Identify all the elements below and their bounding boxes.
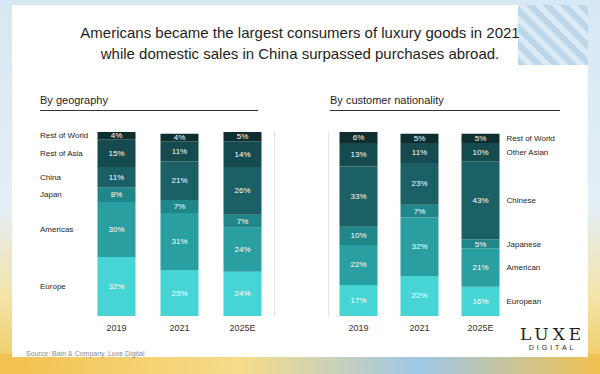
html-text:Source: Bain & Company, Luxe D: Source: Bain & Company, Luxe Digital [26, 350, 145, 357]
svg-text:11%: 11% [109, 173, 124, 182]
html-text:DIGITAL: DIGITAL [528, 344, 577, 351]
svg-text:26%: 26% [234, 186, 250, 195]
svg-text:6%: 6% [353, 133, 365, 142]
svg-text:2021: 2021 [169, 323, 189, 333]
svg-text:15%: 15% [108, 149, 124, 158]
svg-text:11%: 11% [172, 147, 187, 156]
svg-text:5%: 5% [475, 240, 487, 249]
svg-text:21%: 21% [472, 263, 488, 272]
svg-text:European: European [507, 297, 542, 306]
svg-text:30%: 30% [108, 225, 124, 234]
svg-text:17%: 17% [350, 296, 366, 305]
svg-text:25%: 25% [171, 289, 187, 298]
html-text:By geography: By geography [40, 94, 108, 106]
svg-text:Japan: Japan [40, 190, 62, 199]
svg-text:8%: 8% [111, 190, 123, 199]
svg-text:11%: 11% [412, 148, 427, 157]
svg-text:16%: 16% [472, 297, 488, 306]
svg-text:Rest of Asia: Rest of Asia [40, 149, 83, 158]
html-text:By customer nationality: By customer nationality [330, 94, 444, 106]
svg-text:5%: 5% [237, 132, 249, 141]
svg-text:7%: 7% [237, 217, 249, 226]
svg-text:24%: 24% [234, 245, 250, 254]
svg-text:5%: 5% [414, 134, 426, 143]
svg-text:7%: 7% [414, 207, 426, 216]
svg-text:2025E: 2025E [467, 323, 493, 333]
svg-text:Japanese: Japanese [507, 240, 542, 249]
svg-text:American: American [507, 263, 541, 272]
svg-text:2025E: 2025E [229, 323, 255, 333]
svg-text:4%: 4% [174, 133, 186, 142]
svg-text:21%: 21% [171, 176, 187, 185]
svg-text:24%: 24% [234, 289, 250, 298]
html-text:while domestic sales in China: while domestic sales in China surpassed … [100, 45, 500, 62]
svg-text:Americas: Americas [40, 225, 73, 234]
svg-text:Rest of World: Rest of World [507, 134, 555, 143]
svg-text:4%: 4% [111, 131, 123, 140]
svg-text:43%: 43% [472, 196, 488, 205]
svg-text:31%: 31% [171, 237, 187, 246]
svg-text:13%: 13% [350, 150, 366, 159]
svg-text:22%: 22% [411, 291, 427, 300]
svg-text:5%: 5% [475, 134, 487, 143]
svg-text:Rest of World: Rest of World [40, 131, 88, 140]
svg-text:2021: 2021 [409, 323, 429, 333]
svg-text:10%: 10% [472, 148, 488, 157]
svg-text:2019: 2019 [348, 323, 368, 333]
svg-text:32%: 32% [108, 282, 124, 291]
svg-text:China: China [40, 173, 61, 182]
html-text:Americans became the largest c: Americans became the largest consumers o… [80, 24, 520, 41]
svg-text:33%: 33% [350, 192, 366, 201]
html-text:LUXE: LUXE [520, 324, 586, 344]
svg-text:2019: 2019 [106, 323, 126, 333]
svg-text:7%: 7% [174, 202, 186, 211]
svg-text:Other Asian: Other Asian [507, 148, 549, 157]
svg-text:32%: 32% [411, 242, 427, 251]
svg-text:14%: 14% [234, 150, 250, 159]
svg-text:23%: 23% [411, 179, 427, 188]
svg-text:10%: 10% [350, 231, 366, 240]
svg-text:Chinese: Chinese [507, 196, 537, 205]
svg-text:Europe: Europe [40, 282, 66, 291]
svg-text:22%: 22% [350, 260, 366, 269]
